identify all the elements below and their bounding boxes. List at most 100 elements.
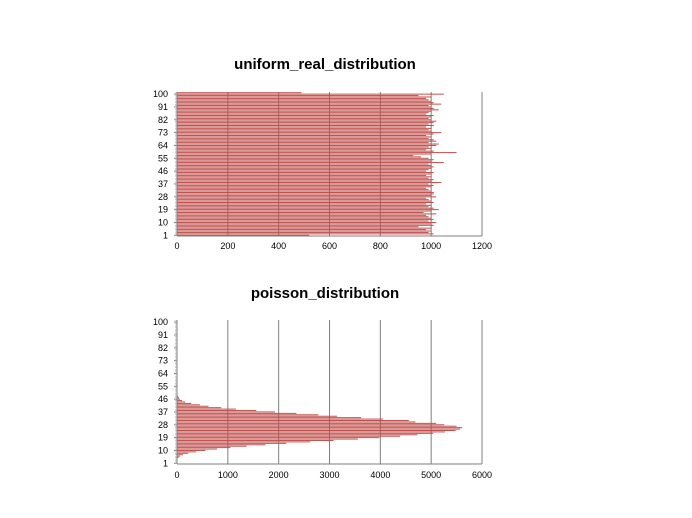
bar (177, 415, 338, 417)
bar (177, 217, 432, 219)
bar (177, 123, 429, 125)
bar (177, 397, 180, 399)
chart-uniform: 0 200 400 600 800 1000 1200 1 10 19 28 37 46 55 64 73 82… (153, 89, 492, 251)
bar (177, 99, 429, 101)
bar (177, 186, 432, 188)
bar (177, 411, 276, 413)
bar (177, 454, 184, 456)
y-tick-label: 82 (158, 115, 168, 125)
bar (177, 142, 429, 144)
bar (177, 431, 445, 433)
bar (177, 180, 432, 182)
x-tick-label: 5000 (421, 470, 441, 480)
y-tick-label: 28 (158, 192, 168, 202)
bar (177, 144, 437, 146)
bar (177, 204, 432, 206)
y-tick-label: 100 (153, 317, 168, 327)
bar (177, 211, 424, 213)
bar (177, 400, 183, 402)
bar (177, 103, 442, 105)
bar (177, 92, 302, 94)
bar (177, 233, 434, 235)
bar (177, 214, 427, 216)
y-tick-label: 1 (163, 458, 168, 468)
bar (177, 192, 434, 194)
bar (177, 125, 434, 127)
x-tick-label: 1200 (472, 241, 492, 251)
bar (177, 449, 206, 451)
bar (177, 143, 439, 145)
bar (177, 105, 429, 107)
bar (177, 137, 429, 139)
y-tick-label: 1 (163, 230, 168, 240)
bar (177, 120, 437, 122)
x-tick-label: 3000 (319, 470, 339, 480)
bar (177, 126, 427, 128)
bar (177, 177, 429, 179)
bar (177, 213, 437, 215)
bar (177, 448, 218, 450)
bar (177, 184, 434, 186)
x-tick-label: 400 (271, 241, 286, 251)
bar (177, 189, 429, 191)
bar (177, 170, 427, 172)
bar (177, 231, 429, 233)
bar (177, 203, 427, 205)
x-tick-label: 1000 (218, 470, 238, 480)
bar (177, 160, 432, 162)
x-tick-label: 0 (174, 241, 179, 251)
bar (177, 455, 181, 457)
bar (177, 113, 427, 115)
bar (177, 116, 432, 118)
bar (177, 157, 429, 159)
bar (177, 149, 427, 151)
bar (177, 95, 419, 97)
bar (177, 152, 457, 154)
bar (177, 117, 429, 119)
bar (177, 207, 434, 209)
bar (177, 405, 209, 407)
bar (177, 234, 310, 236)
bar (177, 179, 434, 181)
y-tick-label: 46 (158, 166, 168, 176)
bar (177, 230, 432, 232)
bar (177, 110, 432, 112)
bar (177, 404, 200, 406)
bar (177, 115, 434, 117)
x-tick-label: 0 (174, 470, 179, 480)
bar (177, 395, 179, 397)
bar (177, 156, 421, 158)
bar (177, 447, 231, 449)
bar (177, 209, 439, 211)
y-tick-label: 64 (158, 368, 168, 378)
bar (177, 226, 419, 228)
bar (177, 422, 437, 424)
bar (177, 159, 434, 161)
bar (177, 97, 427, 99)
bar (177, 197, 427, 199)
bar (177, 164, 432, 166)
bar (177, 201, 434, 203)
bar (177, 102, 434, 104)
bar (177, 140, 437, 142)
bar (177, 442, 287, 444)
bar (177, 438, 358, 440)
bar (177, 150, 434, 152)
bar (177, 401, 186, 403)
chart-poisson: 0 1000 2000 3000 4000 5000 6000 1 10 19 28 37 46 55 64… (153, 317, 492, 480)
bar (177, 435, 401, 437)
bar (177, 224, 434, 226)
bar (177, 427, 463, 429)
x-tick-label: 800 (373, 241, 388, 251)
bar (177, 132, 442, 134)
y-tick-label: 19 (158, 433, 168, 443)
bar (177, 210, 432, 212)
bar (177, 418, 383, 420)
bar (177, 432, 434, 434)
bar (177, 220, 429, 222)
bar (177, 96, 432, 98)
bar (177, 196, 437, 198)
bar (177, 414, 319, 416)
y-tick-label: 19 (158, 205, 168, 215)
bar (177, 127, 432, 129)
